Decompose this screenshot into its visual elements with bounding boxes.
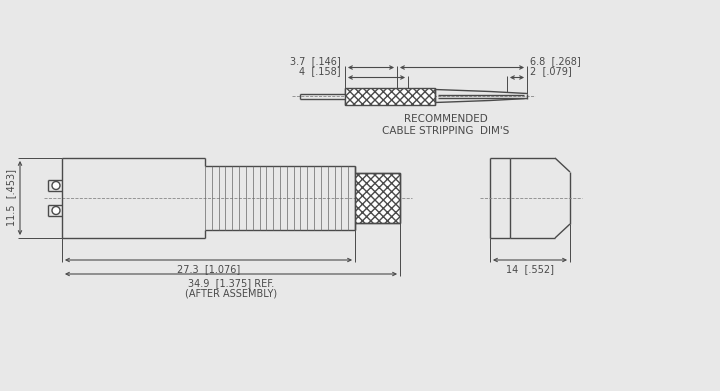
Bar [355, 173, 400, 223]
Text: 34.9  [1.375] REF.: 34.9 [1.375] REF. [188, 278, 274, 288]
Text: 14  [.552]: 14 [.552] [506, 264, 554, 274]
Text: 11.5  [.453]: 11.5 [.453] [6, 170, 16, 226]
Bar [345, 88, 435, 104]
Text: (AFTER ASSEMBLY): (AFTER ASSEMBLY) [185, 288, 277, 298]
Text: 4  [.158]: 4 [.158] [300, 66, 341, 77]
Text: CABLE STRIPPING  DIM'S: CABLE STRIPPING DIM'S [382, 126, 510, 136]
Text: RECOMMENDED: RECOMMENDED [404, 115, 488, 124]
Text: 2  [.079]: 2 [.079] [530, 66, 572, 77]
Text: 3.7  [.146]: 3.7 [.146] [290, 57, 341, 66]
Circle shape [52, 181, 60, 190]
Text: 27.3  [1.076]: 27.3 [1.076] [177, 264, 240, 274]
Circle shape [52, 206, 60, 215]
Text: 6.8  [.268]: 6.8 [.268] [530, 57, 581, 66]
